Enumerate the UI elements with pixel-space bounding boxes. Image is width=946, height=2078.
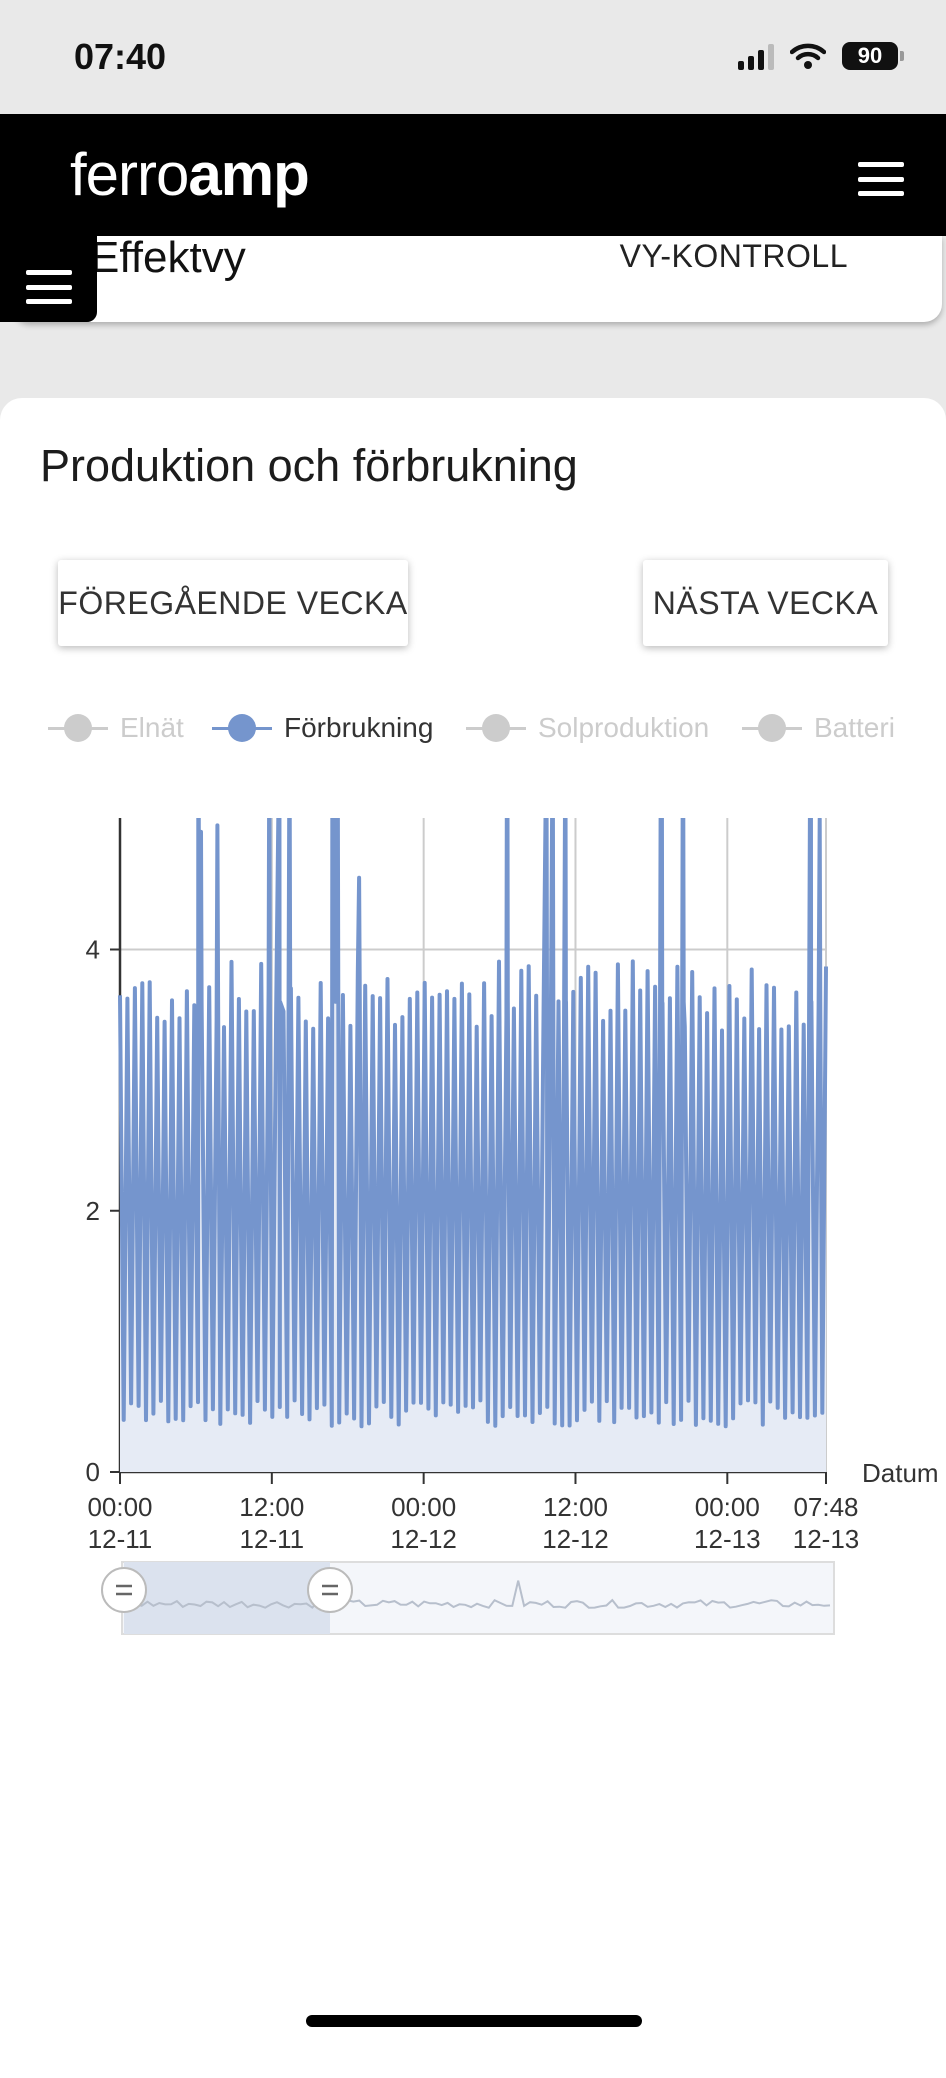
view-control-button[interactable]: VY-KONTROLL	[619, 238, 848, 274]
legend-label: Batteri	[814, 712, 895, 743]
previous-week-button[interactable]: FÖREGÅENDE VECKA	[58, 560, 408, 646]
view-selector: Effektvy VY-KONTROLL	[12, 236, 942, 322]
status-icons: 90	[738, 42, 904, 70]
x-tick-date-label: 12-11	[88, 1524, 153, 1554]
x-tick-date-label: 12-13	[694, 1524, 761, 1554]
x-tick-date-label: 12-12	[542, 1524, 609, 1554]
legend-marker	[466, 714, 526, 742]
y-tick-label: 4	[86, 935, 100, 965]
wifi-icon	[790, 43, 826, 69]
main-menu-icon[interactable]	[858, 162, 904, 196]
x-tick-time-label: 07:48	[793, 1492, 858, 1522]
x-tick-time-label: 12:00	[543, 1492, 608, 1522]
chart-legend: Elnät Förbrukning Solproduktion Batteri	[0, 706, 946, 750]
legend-label: Solproduktion	[538, 712, 710, 743]
legend-marker	[742, 714, 802, 742]
card-title: Produktion och förbrukning	[40, 440, 578, 491]
legend-label: Elnät	[120, 712, 184, 743]
x-tick-time-label: 00:00	[87, 1492, 152, 1522]
legend-label: Förbrukning	[284, 712, 434, 743]
legend-marker	[212, 714, 272, 742]
navigator-selected-range	[124, 1562, 330, 1634]
home-indicator	[306, 2015, 642, 2027]
legend-item-forbrukning[interactable]: Förbrukning	[212, 706, 433, 750]
x-tick-date-label: 12-13	[793, 1524, 860, 1554]
legend-marker	[48, 714, 108, 742]
production-consumption-card: Produktion och förbrukning FÖREGÅENDE VE…	[0, 398, 946, 2078]
navigator-handle-right[interactable]	[307, 1567, 353, 1613]
y-tick-label: 2	[86, 1196, 100, 1226]
status-bar: 07:40 90	[0, 0, 946, 114]
status-time: 07:40	[74, 36, 167, 77]
navigator-handle-left[interactable]	[101, 1567, 147, 1613]
x-axis-label: Datum	[862, 1458, 939, 1488]
side-menu-button[interactable]	[0, 236, 97, 322]
legend-item-elnat[interactable]: Elnät	[48, 706, 184, 750]
x-tick-date-label: 12-11	[240, 1524, 305, 1554]
signal-icon	[738, 42, 774, 70]
next-week-button[interactable]: NÄSTA VECKA	[643, 560, 888, 646]
ferroamp-logo[interactable]: ferroamp	[70, 141, 310, 208]
view-title: Effektvy	[90, 236, 246, 282]
x-tick-time-label: 00:00	[391, 1492, 456, 1522]
x-tick-date-label: 12-12	[390, 1524, 457, 1554]
consumption-chart[interactable]: 0246800:0012-1112:0012-1100:0012-1212:00…	[0, 818, 946, 2058]
x-tick-time-label: 12:00	[239, 1492, 304, 1522]
side-menu-icon	[26, 270, 72, 304]
series-line-forbrukning	[118, 818, 828, 1429]
y-tick-label: 0	[86, 1457, 100, 1487]
battery-icon: 90	[842, 42, 904, 70]
legend-item-batteri[interactable]: Batteri	[742, 706, 895, 750]
app-header: ferroamp	[0, 114, 946, 236]
navigator-series	[123, 1580, 831, 1609]
legend-item-solproduktion[interactable]: Solproduktion	[466, 706, 709, 750]
x-tick-time-label: 00:00	[695, 1492, 760, 1522]
